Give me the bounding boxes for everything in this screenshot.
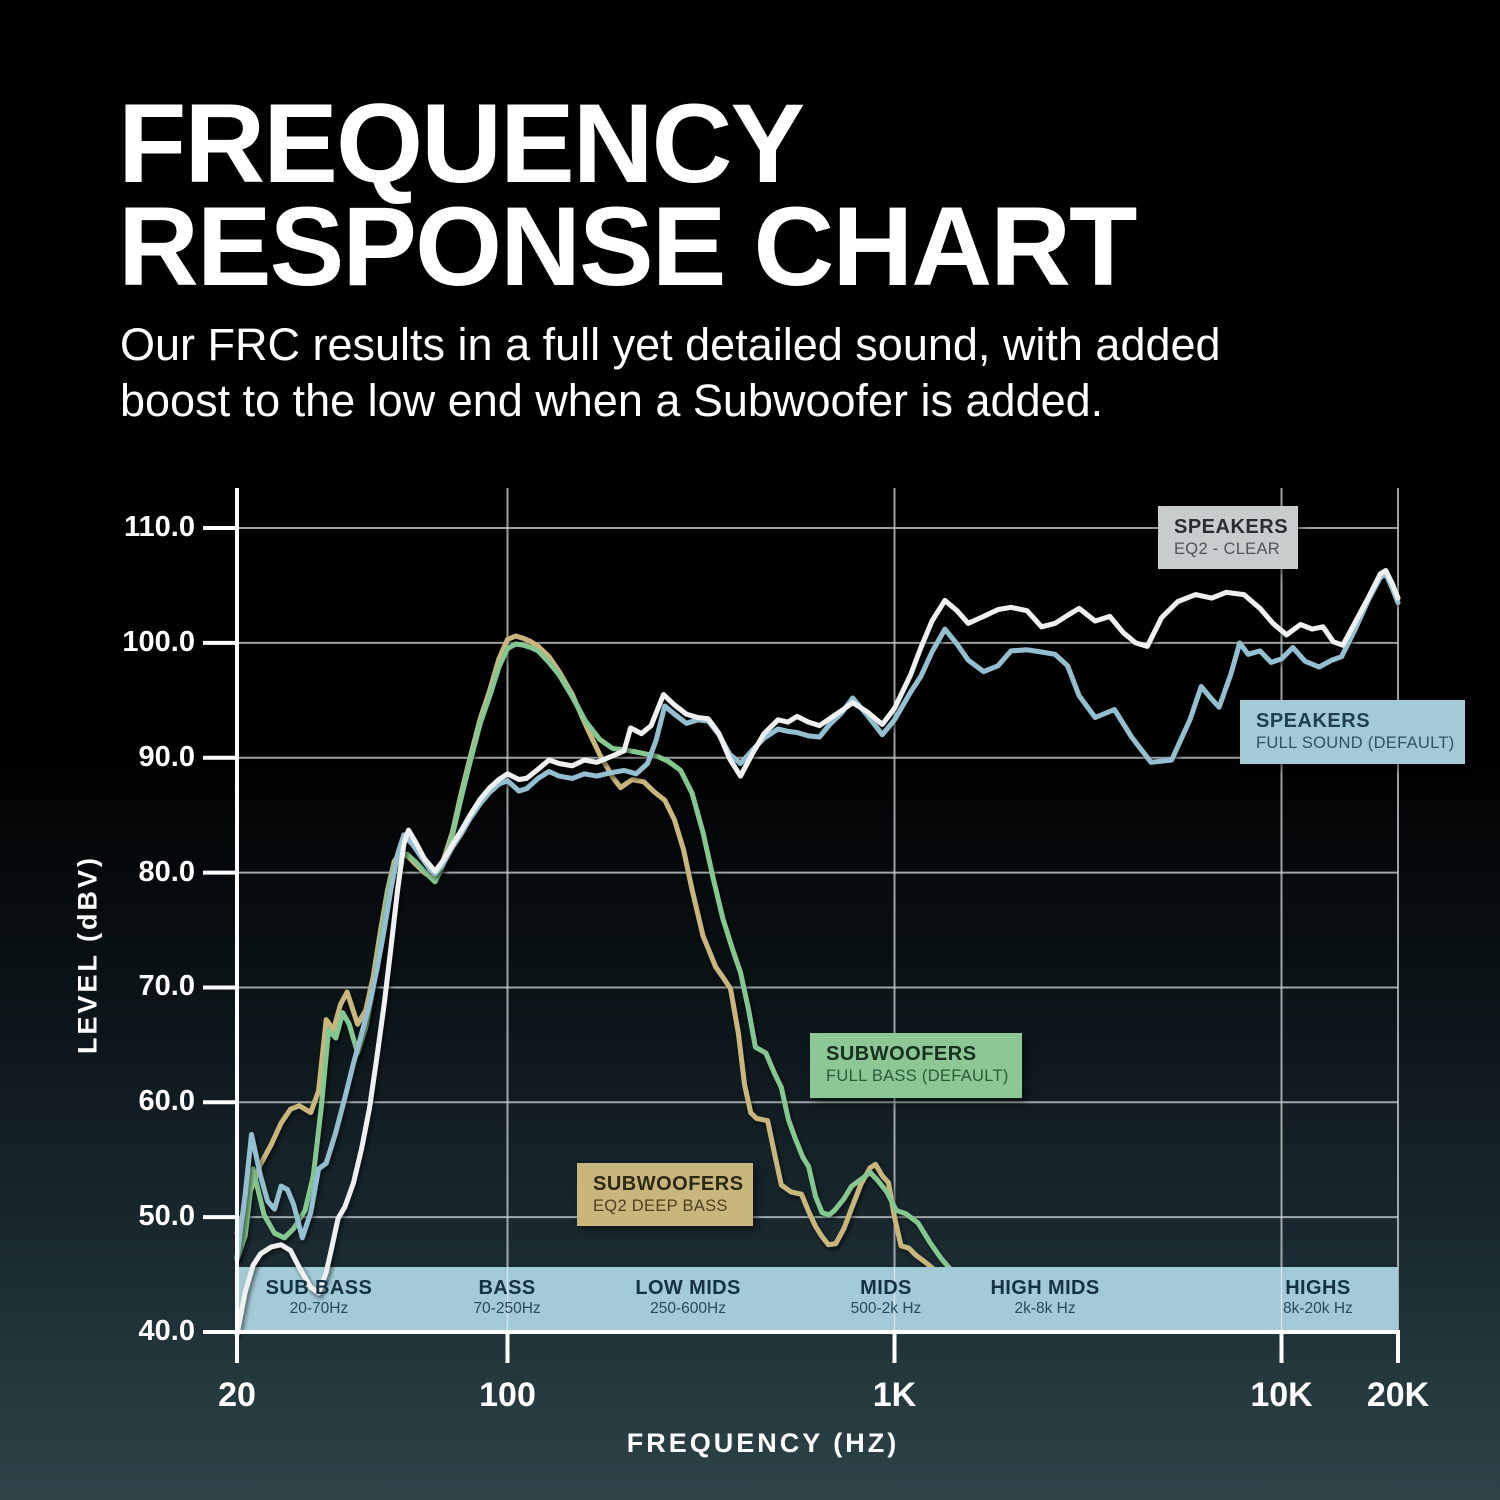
page-subtitle: Our FRC results in a full yet detailed s…: [120, 317, 1221, 429]
title-line-1: FREQUENCY: [118, 81, 805, 206]
x-tick-label-20: 20: [218, 1376, 256, 1414]
band-range: 500-2k Hz: [850, 1300, 922, 1317]
x-tick-label-10K: 10K: [1250, 1376, 1313, 1414]
band-label-low-mids: LOW MIDS 250-600Hz: [578, 1277, 798, 1319]
band-label-high-mids: HIGH MIDS 2k-8k Hz: [935, 1277, 1155, 1319]
y-tick-label-60.0: 60.0: [138, 1085, 195, 1118]
legend-subwoofers-eq2-deep-bass: SUBWOOFERS EQ2 DEEP BASS: [577, 1163, 753, 1226]
page-title: FREQUENCY RESPONSE CHART: [118, 81, 1137, 309]
series-subwoofers-eq2-deep-bass: [234, 633, 938, 1273]
band-label-sub-bass: SUB BASS 20-70Hz: [209, 1277, 429, 1319]
subwoofer-curves: [234, 633, 954, 1273]
band-range: 2k-8k Hz: [1014, 1300, 1076, 1317]
frequency-band-strip: [237, 1267, 1398, 1331]
y-tick-label-100.0: 100.0: [122, 625, 195, 658]
x-tick-label-1K: 1K: [872, 1376, 917, 1414]
legend-subwoofers-full-bass: SUBWOOFERS FULL BASS (DEFAULT): [810, 1033, 1022, 1098]
band-range: 70-250Hz: [473, 1300, 541, 1317]
title-line-2: RESPONSE CHART: [118, 184, 1137, 309]
band-title: MIDS: [860, 1277, 912, 1299]
legend-speakers-eq2-clear: SPEAKERS EQ2 - CLEAR: [1158, 506, 1298, 569]
legend-subtitle: FULL BASS (DEFAULT): [826, 1067, 1009, 1085]
legend-title: SUBWOOFERS: [826, 1043, 977, 1065]
band-title: HIGH MIDS: [990, 1277, 1100, 1299]
legend-title: SUBWOOFERS: [593, 1173, 744, 1195]
y-tick-label-40.0: 40.0: [138, 1315, 195, 1348]
subtitle-line-1: Our FRC results in a full yet detailed s…: [120, 319, 1221, 370]
band-range: 8k-20k Hz: [1283, 1300, 1353, 1317]
y-tick-label-90.0: 90.0: [138, 740, 195, 773]
band-range: 250-600Hz: [650, 1300, 726, 1317]
x-tick-label-20K: 20K: [1366, 1376, 1430, 1414]
series-speakers-full-sound-default-: [234, 571, 1401, 1260]
legend-subtitle: EQ2 - CLEAR: [1174, 540, 1280, 558]
x-tick-label-100: 100: [479, 1376, 536, 1414]
band-label-bass: BASS 70-250Hz: [397, 1277, 617, 1319]
subtitle-line-2: boost to the low end when a Subwoofer is…: [120, 375, 1104, 426]
legend-speakers-full-sound: SPEAKERS FULL SOUND (DEFAULT): [1240, 700, 1465, 764]
series-speakers-eq2-clear: [234, 568, 1401, 1337]
y-tick-label-110.0: 110.0: [124, 511, 195, 543]
band-title: LOW MIDS: [635, 1277, 741, 1299]
y-tick-label-50.0: 50.0: [138, 1200, 195, 1233]
band-label-highs: HIGHS 8k-20k Hz: [1208, 1277, 1428, 1319]
legend-title: SPEAKERS: [1256, 710, 1371, 732]
band-range: 20-70Hz: [289, 1300, 349, 1317]
speaker-curves: [234, 568, 1401, 1337]
band-title: BASS: [478, 1277, 536, 1299]
x-axis-title: FREQUENCY (HZ): [626, 1428, 900, 1458]
band-title: HIGHS: [1285, 1277, 1351, 1299]
series-subwoofers-full-bass-default-: [234, 641, 954, 1273]
y-tick-label-70.0: 70.0: [138, 970, 195, 1003]
y-axis-title: LEVEL (dBV): [72, 855, 103, 1055]
band-label-mids: MIDS 500-2k Hz: [776, 1277, 996, 1319]
legend-subtitle: FULL SOUND (DEFAULT): [1256, 734, 1455, 752]
band-strip-rect: [237, 1267, 1398, 1331]
y-tick-label-80.0: 80.0: [138, 855, 195, 888]
axes: [203, 488, 1400, 1363]
legend-title: SPEAKERS: [1174, 516, 1289, 538]
band-title: SUB BASS: [265, 1277, 373, 1299]
legend-subtitle: EQ2 DEEP BASS: [593, 1197, 728, 1215]
